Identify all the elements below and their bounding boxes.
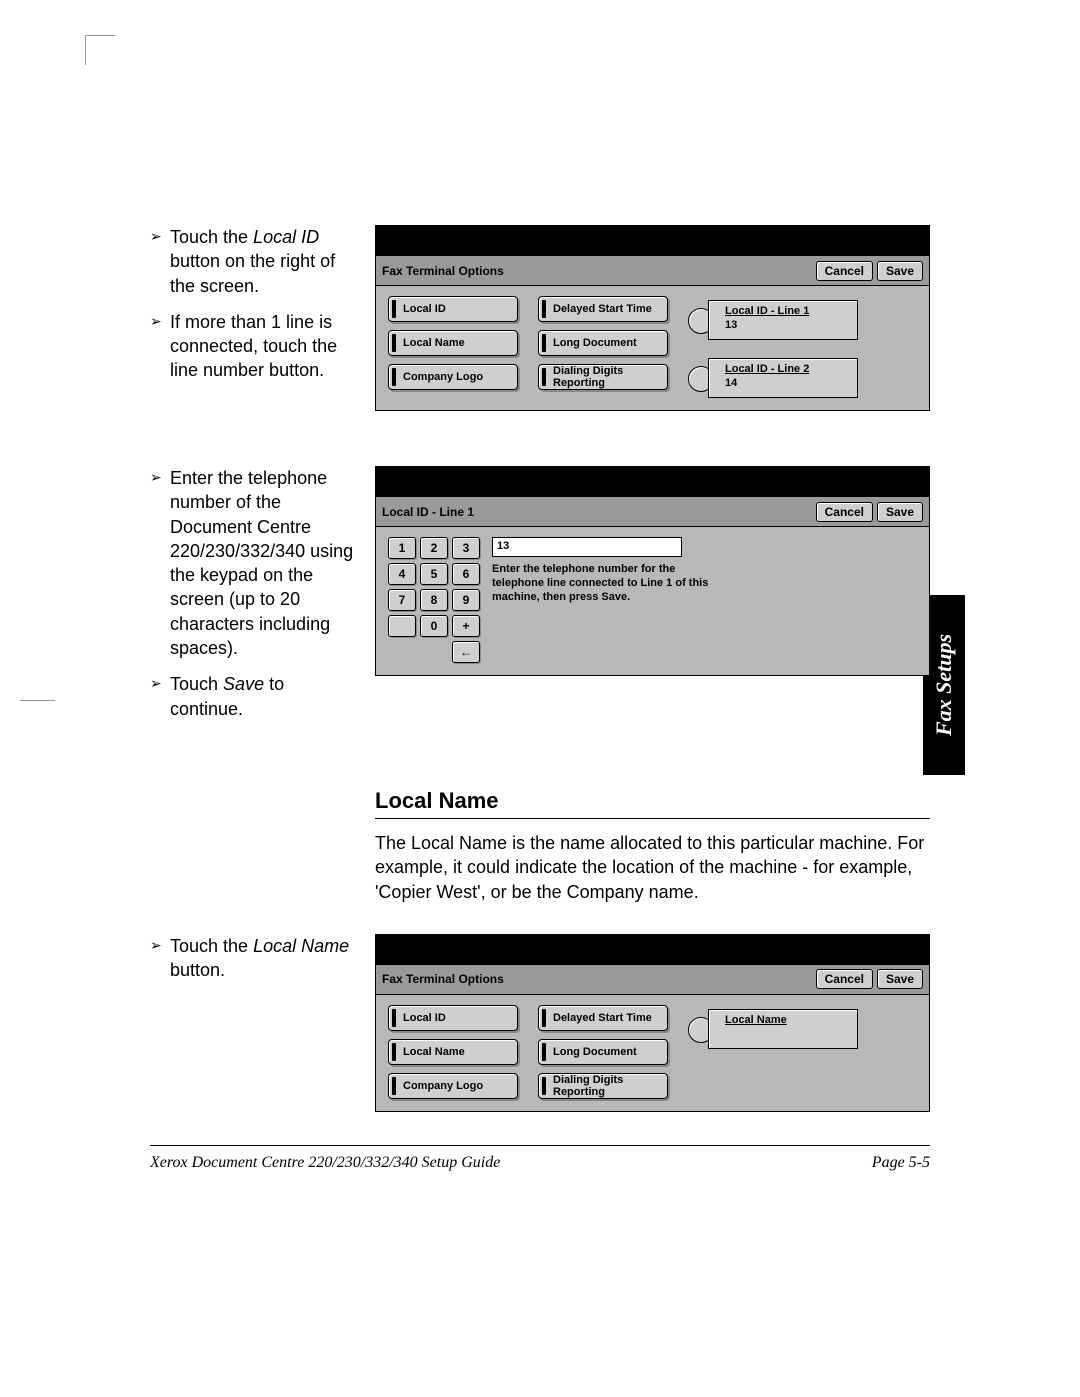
fax-options-screenshot-2: Fax Terminal Options Cancel Save Local I…: [375, 934, 930, 1112]
screenshot-column: Fax Terminal Options Cancel Save Local I…: [375, 225, 930, 411]
crop-mark: [20, 700, 55, 701]
phone-number-field[interactable]: 13: [492, 537, 682, 557]
key-1[interactable]: 1: [388, 537, 416, 559]
instruction-column: ➢ Touch the Local Name button.: [150, 934, 375, 1112]
save-button[interactable]: Save: [877, 261, 923, 281]
instruction-item: ➢ Enter the telephone number of the Docu…: [150, 466, 357, 660]
dialing-digits-button[interactable]: Dialing Digits Reporting: [538, 1073, 668, 1099]
line-1-tab[interactable]: Local ID - Line 1 13: [688, 300, 858, 340]
local-name-tab[interactable]: Local Name: [688, 1009, 858, 1049]
screenshot-blackbar: [376, 935, 929, 965]
long-document-button[interactable]: Long Document: [538, 1039, 668, 1065]
instruction-text: Touch the Local ID button on the right o…: [170, 225, 357, 298]
instruction-item: ➢ Touch the Local Name button.: [150, 934, 357, 983]
key-0[interactable]: 0: [420, 615, 448, 637]
local-name-button[interactable]: Local Name: [388, 330, 518, 356]
cancel-button[interactable]: Cancel: [816, 502, 873, 522]
instruction-item: ➢ Touch the Local ID button on the right…: [150, 225, 357, 298]
save-button[interactable]: Save: [877, 502, 923, 522]
options-column-1: Local ID Local Name Company Logo: [388, 1005, 518, 1099]
line-tabs: Local ID - Line 1 13 Local ID - Line 2 1…: [688, 296, 858, 398]
delayed-start-button[interactable]: Delayed Start Time: [538, 1005, 668, 1031]
key-2[interactable]: 2: [420, 537, 448, 559]
cancel-button[interactable]: Cancel: [816, 969, 873, 989]
screenshot-body: Local ID Local Name Company Logo Delayed…: [376, 286, 929, 410]
instruction-item: ➢ Touch Save to continue.: [150, 672, 357, 721]
page: Fax Setups ➢ Touch the Local ID button o…: [0, 0, 1080, 1397]
key-blank: [388, 615, 416, 637]
local-id-button[interactable]: Local ID: [388, 1005, 518, 1031]
save-button[interactable]: Save: [877, 969, 923, 989]
options-column-2: Delayed Start Time Long Document Dialing…: [538, 296, 668, 398]
screen-title: Fax Terminal Options: [382, 972, 812, 986]
local-name-button[interactable]: Local Name: [388, 1039, 518, 1065]
key-8[interactable]: 8: [420, 589, 448, 611]
screenshot-titlebar: Fax Terminal Options Cancel Save: [376, 256, 929, 286]
company-logo-button[interactable]: Company Logo: [388, 1073, 518, 1099]
instruction-row: ➢ Touch the Local Name button. Fax Termi…: [150, 934, 930, 1112]
key-6[interactable]: 6: [452, 563, 480, 585]
dialing-digits-button[interactable]: Dialing Digits Reporting: [538, 364, 668, 390]
section-heading: Local Name: [375, 788, 930, 814]
key-7[interactable]: 7: [388, 589, 416, 611]
line-2-tab[interactable]: Local ID - Line 2 14: [688, 358, 858, 398]
instruction-row: ➢ Touch the Local ID button on the right…: [150, 225, 930, 411]
screenshot-titlebar: Local ID - Line 1 Cancel Save: [376, 497, 929, 527]
bullet-icon: ➢: [150, 310, 170, 383]
screen-title: Fax Terminal Options: [382, 264, 812, 278]
key-9[interactable]: 9: [452, 589, 480, 611]
key-4[interactable]: 4: [388, 563, 416, 585]
local-id-entry-screenshot: Local ID - Line 1 Cancel Save 1 2 3 4 5: [375, 466, 930, 676]
footer-left: Xerox Document Centre 220/230/332/340 Se…: [150, 1154, 500, 1172]
screenshot-body: 1 2 3 4 5 6 7 8 9 0 +: [376, 527, 929, 675]
instruction-column: ➢ Enter the telephone number of the Docu…: [150, 466, 375, 733]
screenshot-column: Fax Terminal Options Cancel Save Local I…: [375, 934, 930, 1112]
screen-title: Local ID - Line 1: [382, 505, 812, 519]
section-rule: [375, 818, 930, 819]
section-paragraph: The Local Name is the name allocated to …: [375, 831, 930, 904]
options-column-1: Local ID Local Name Company Logo: [388, 296, 518, 398]
bullet-icon: ➢: [150, 672, 170, 721]
options-column-2: Delayed Start Time Long Document Dialing…: [538, 1005, 668, 1099]
instruction-text: Touch the Local Name button.: [170, 934, 357, 983]
instruction-text: Touch Save to continue.: [170, 672, 357, 721]
line-tabs: Local Name: [688, 1005, 858, 1099]
entry-side: 13 Enter the telephone number for the te…: [492, 537, 917, 663]
bullet-icon: ➢: [150, 225, 170, 298]
footer: Xerox Document Centre 220/230/332/340 Se…: [150, 1154, 930, 1172]
delayed-start-button[interactable]: Delayed Start Time: [538, 296, 668, 322]
company-logo-button[interactable]: Company Logo: [388, 364, 518, 390]
key-5[interactable]: 5: [420, 563, 448, 585]
instruction-item: ➢ If more than 1 line is connected, touc…: [150, 310, 357, 383]
screenshot-blackbar: [376, 467, 929, 497]
instruction-column: ➢ Touch the Local ID button on the right…: [150, 225, 375, 411]
crop-mark: [85, 35, 115, 65]
bullet-icon: ➢: [150, 934, 170, 983]
cancel-button[interactable]: Cancel: [816, 261, 873, 281]
screenshot-titlebar: Fax Terminal Options Cancel Save: [376, 965, 929, 995]
long-document-button[interactable]: Long Document: [538, 330, 668, 356]
instruction-text: If more than 1 line is connected, touch …: [170, 310, 357, 383]
bullet-icon: ➢: [150, 466, 170, 660]
key-plus[interactable]: +: [452, 615, 480, 637]
entry-help-text: Enter the telephone number for the telep…: [492, 563, 712, 604]
content-area: ➢ Touch the Local ID button on the right…: [150, 225, 930, 1167]
fax-options-screenshot: Fax Terminal Options Cancel Save Local I…: [375, 225, 930, 411]
screenshot-body: Local ID Local Name Company Logo Delayed…: [376, 995, 929, 1111]
screenshot-column: Local ID - Line 1 Cancel Save 1 2 3 4 5: [375, 466, 930, 733]
key-3[interactable]: 3: [452, 537, 480, 559]
screenshot-blackbar: [376, 226, 929, 256]
local-id-button[interactable]: Local ID: [388, 296, 518, 322]
chapter-tab-label: Fax Setups: [931, 634, 957, 736]
key-backspace[interactable]: ←: [452, 641, 480, 663]
keypad: 1 2 3 4 5 6 7 8 9 0 +: [388, 537, 480, 663]
instruction-row: ➢ Enter the telephone number of the Docu…: [150, 466, 930, 733]
footer-right: Page 5-5: [872, 1154, 930, 1172]
footer-rule: [150, 1145, 930, 1146]
instruction-text: Enter the telephone number of the Docume…: [170, 466, 357, 660]
